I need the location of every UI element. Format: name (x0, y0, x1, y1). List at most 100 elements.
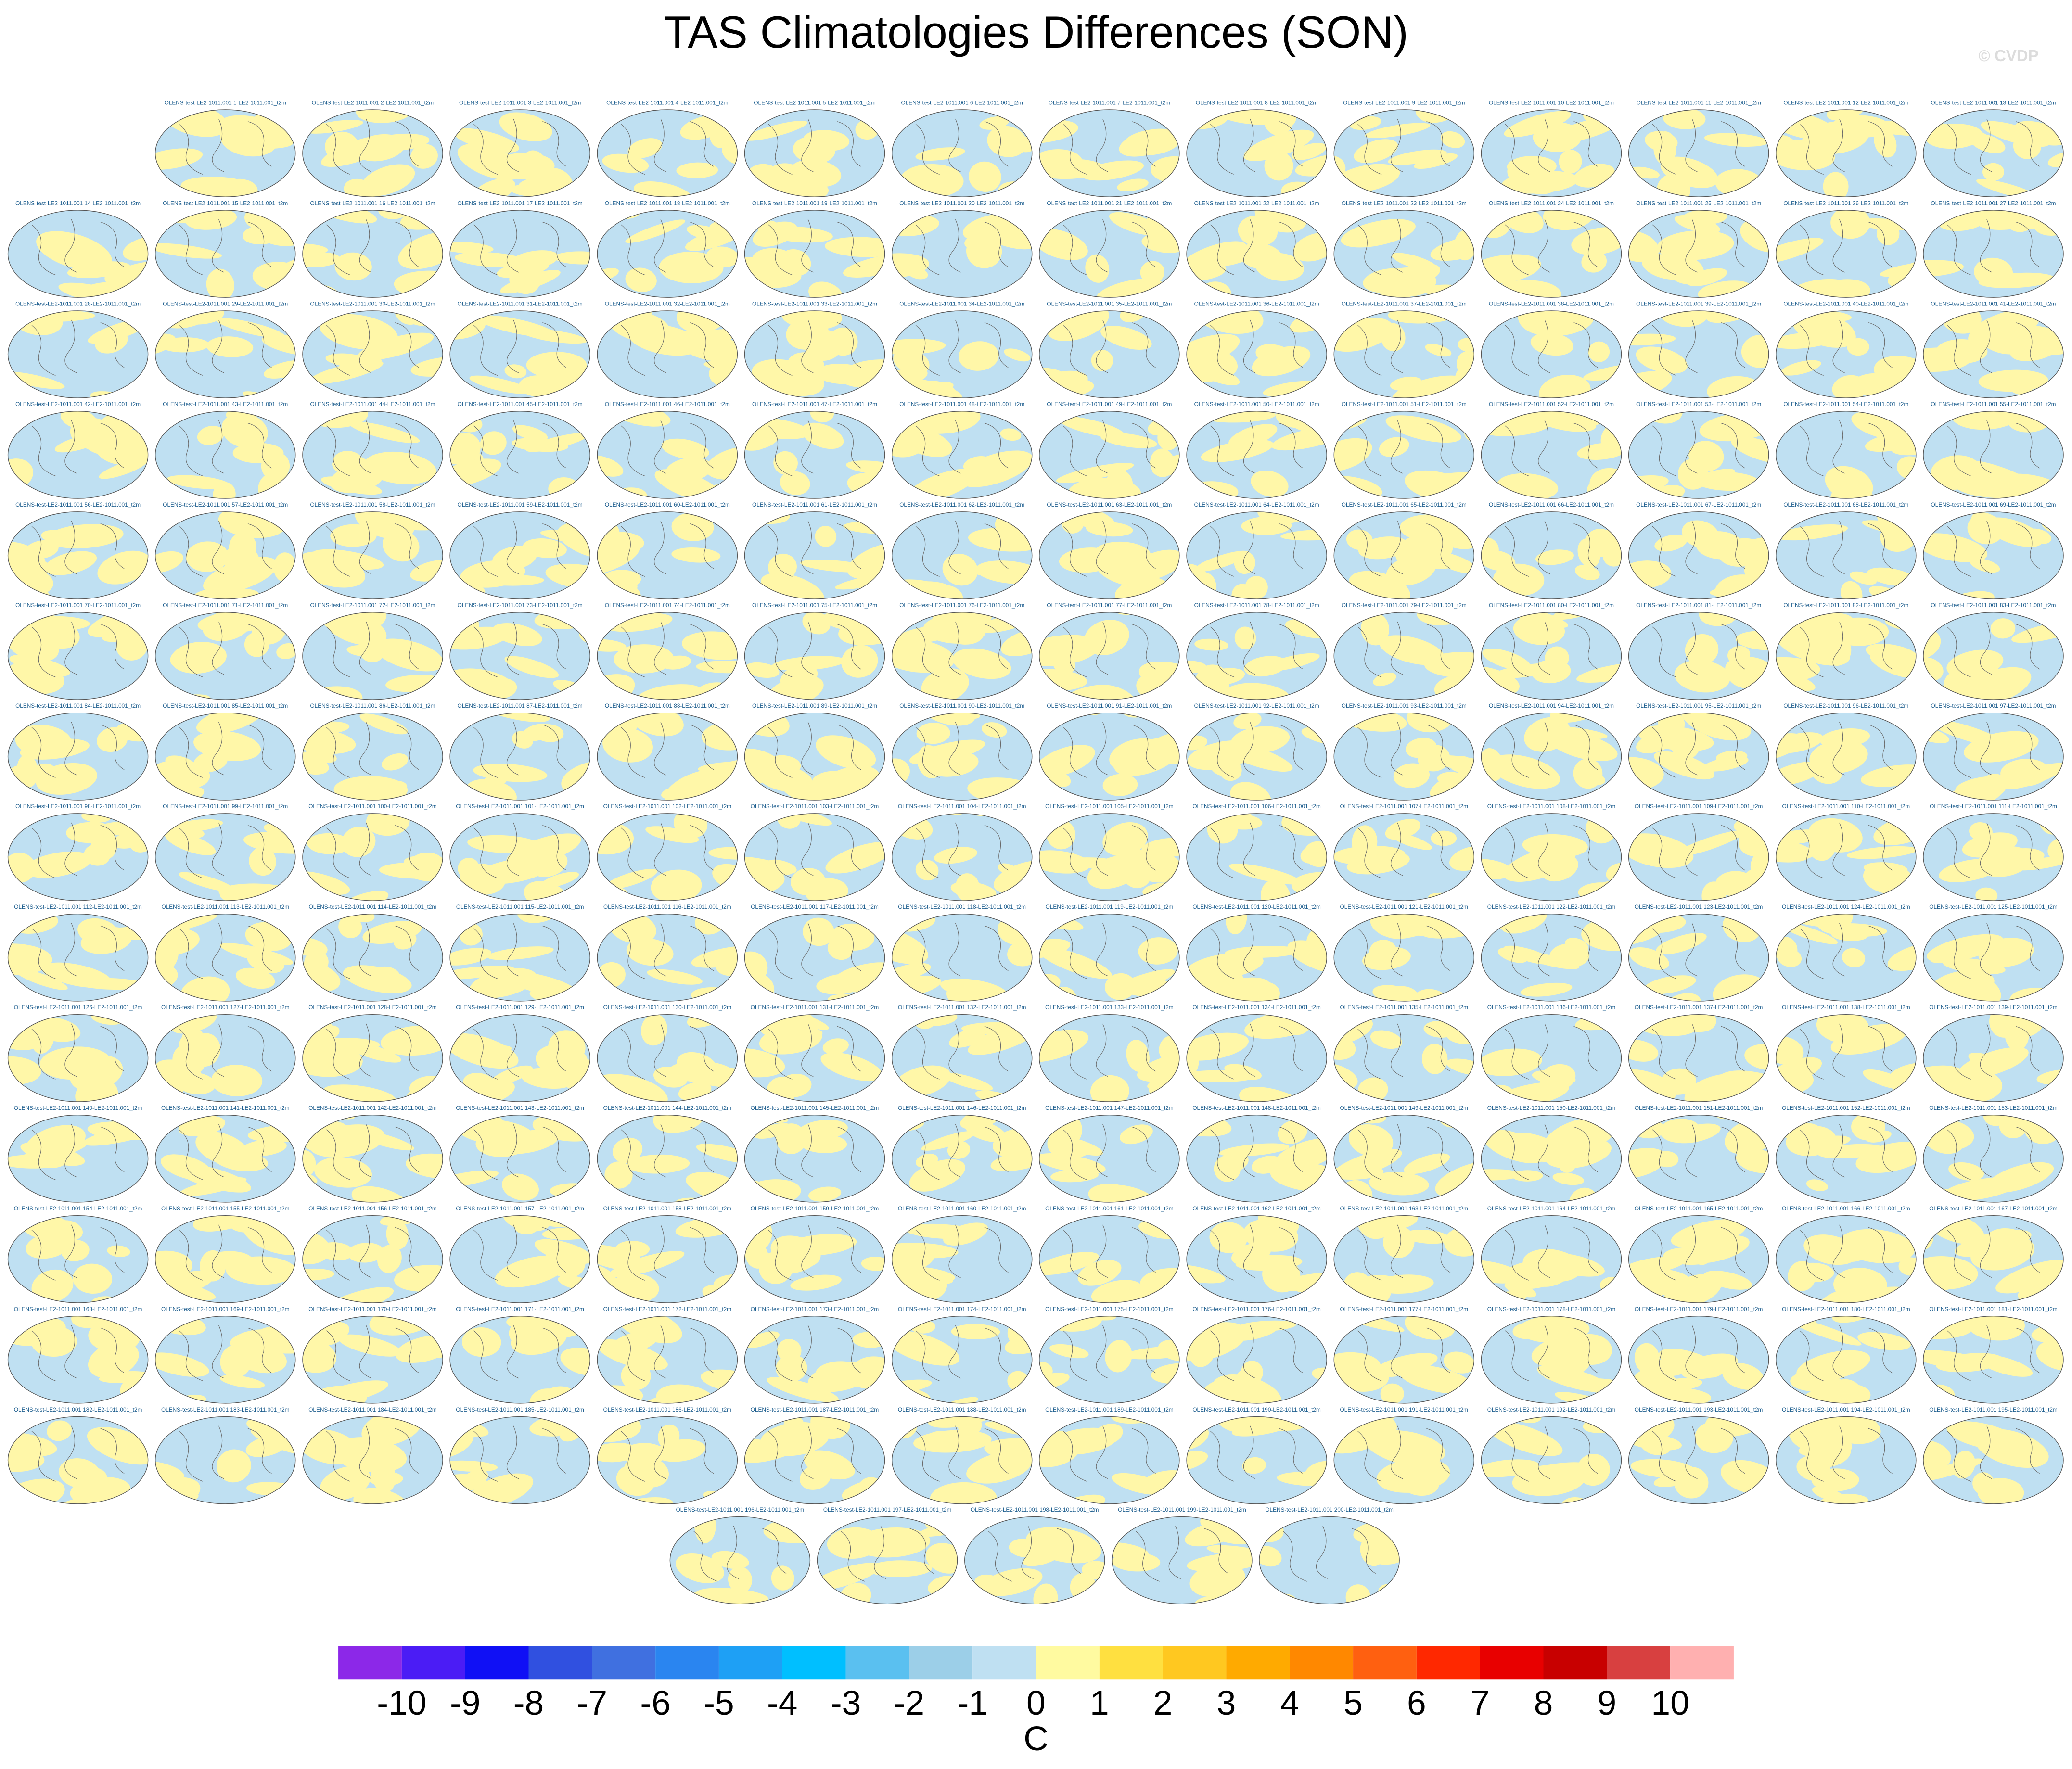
warm-patch (467, 835, 541, 853)
warm-patch (99, 1371, 148, 1383)
coastline (31, 1124, 125, 1180)
warm-patch (1102, 774, 1138, 796)
panel-label: OLENS-test-LE2-1011.001 10-LE2-1011.001_… (1489, 99, 1614, 106)
warm-patch (1280, 529, 1327, 541)
warm-patch (916, 723, 950, 744)
warm-patch (1736, 1148, 1769, 1173)
map-outline (891, 310, 1033, 398)
warm-patch (1100, 433, 1157, 448)
warm-patch (1086, 522, 1133, 537)
coastline (1652, 1224, 1745, 1281)
coastline (621, 722, 714, 778)
warm-patch (744, 662, 780, 678)
panel-label: OLENS-test-LE2-1011.001 30-LE2-1011.001_… (310, 300, 435, 307)
map-outline (1923, 713, 2064, 801)
panel-label: OLENS-test-LE2-1011.001 129-LE2-1011.001… (456, 1004, 584, 1011)
warm-patch (1577, 538, 1600, 568)
warm-patch (1091, 349, 1113, 371)
coastline (1357, 521, 1451, 577)
warm-patch (377, 1245, 402, 1273)
warm-patch (777, 813, 801, 829)
warm-patch (1954, 662, 1978, 683)
warm-patch (816, 735, 876, 769)
warm-patch (8, 1431, 57, 1457)
warm-patch (8, 1018, 47, 1051)
warm-patch (1369, 1171, 1429, 1196)
warm-patch (1481, 1048, 1542, 1076)
map-outline (1481, 310, 1622, 398)
panel-label: OLENS-test-LE2-1011.001 183-LE2-1011.001… (161, 1406, 290, 1413)
coastline (768, 1224, 861, 1281)
map-outline (1333, 1115, 1475, 1203)
colorbar-tick-label: -5 (703, 1684, 734, 1722)
panel-label: OLENS-test-LE2-1011.001 193-LE2-1011.001… (1635, 1406, 1763, 1413)
coastline (621, 923, 714, 979)
warm-patch (934, 847, 978, 864)
panel-label: OLENS-test-LE2-1011.001 2-LE2-1011.001_t… (312, 99, 434, 106)
warm-patch (1806, 1014, 1851, 1022)
coastline (1652, 1023, 1745, 1080)
warm-patch (2047, 837, 2064, 862)
warm-patch (1233, 713, 1262, 729)
panel-label: OLENS-test-LE2-1011.001 173-LE2-1011.001… (751, 1306, 879, 1312)
warm-patch (410, 144, 438, 169)
panel-label: OLENS-test-LE2-1011.001 67-LE2-1011.001_… (1636, 501, 1761, 508)
warm-patch (1365, 123, 1431, 138)
warm-patch (752, 248, 799, 277)
panel-label: OLENS-test-LE2-1011.001 41-LE2-1011.001_… (1931, 300, 2056, 307)
panel-label: OLENS-test-LE2-1011.001 122-LE2-1011.001… (1487, 904, 1616, 910)
coastline (179, 1425, 272, 1482)
warm-patch (654, 1439, 706, 1462)
panel-label: OLENS-test-LE2-1011.001 164-LE2-1011.001… (1487, 1205, 1616, 1212)
panel-label: OLENS-test-LE2-1011.001 160-LE2-1011.001… (898, 1205, 1026, 1212)
warm-patch (1379, 635, 1445, 665)
warm-patch (1512, 1464, 1586, 1496)
warm-patch (1817, 1144, 1885, 1159)
map-outline (1039, 310, 1180, 398)
warm-patch (1581, 250, 1607, 273)
warm-patch (1995, 1260, 2064, 1294)
colorbar-box (1607, 1646, 1671, 1680)
colorbar-tick-label: 8 (1534, 1684, 1553, 1722)
warm-patch (123, 236, 148, 261)
anomaly-field (602, 109, 738, 197)
map-outline (744, 1215, 885, 1303)
map-outline (1481, 210, 1622, 298)
coastline (1210, 822, 1303, 878)
coastline (768, 521, 861, 577)
coastline (1210, 1325, 1303, 1381)
warm-patch (1722, 1362, 1765, 1390)
panel-label: OLENS-test-LE2-1011.001 103-LE2-1011.001… (751, 803, 879, 810)
panel-label: OLENS-test-LE2-1011.001 54-LE2-1011.001_… (1783, 401, 1908, 407)
map-outline (155, 1014, 296, 1102)
coastline (1210, 1224, 1303, 1281)
panel-label: OLENS-test-LE2-1011.001 192-LE2-1011.001… (1487, 1406, 1616, 1413)
warm-patch (1056, 1138, 1090, 1158)
warm-patch (560, 1347, 590, 1376)
warm-patch (1300, 846, 1322, 864)
warm-patch (767, 1377, 839, 1402)
warm-patch (820, 1052, 883, 1082)
coastline (768, 219, 861, 275)
warm-patch (1898, 1257, 1916, 1276)
anomaly-field (1923, 1115, 2061, 1202)
warm-patch (2047, 151, 2064, 168)
warm-patch (1239, 242, 1283, 270)
warm-patch (815, 526, 837, 547)
warm-patch (512, 425, 548, 441)
coastline (1062, 1023, 1156, 1080)
warm-patch (698, 761, 738, 773)
warm-patch (855, 554, 885, 586)
map-outline (1333, 1315, 1475, 1404)
warm-patch (526, 352, 587, 379)
warm-patch (645, 826, 699, 843)
map-panel: OLENS-test-LE2-1011.001 100-LE2-1011.001… (302, 803, 443, 901)
warm-patch (1654, 751, 1714, 780)
map-outline (7, 411, 149, 499)
warm-patch (1405, 738, 1437, 758)
warm-patch (671, 547, 721, 563)
map-outline (1481, 511, 1622, 599)
panel-label: OLENS-test-LE2-1011.001 163-LE2-1011.001… (1340, 1205, 1469, 1212)
panel-label: OLENS-test-LE2-1011.001 65-LE2-1011.001_… (1342, 501, 1467, 508)
coastline (31, 822, 125, 878)
